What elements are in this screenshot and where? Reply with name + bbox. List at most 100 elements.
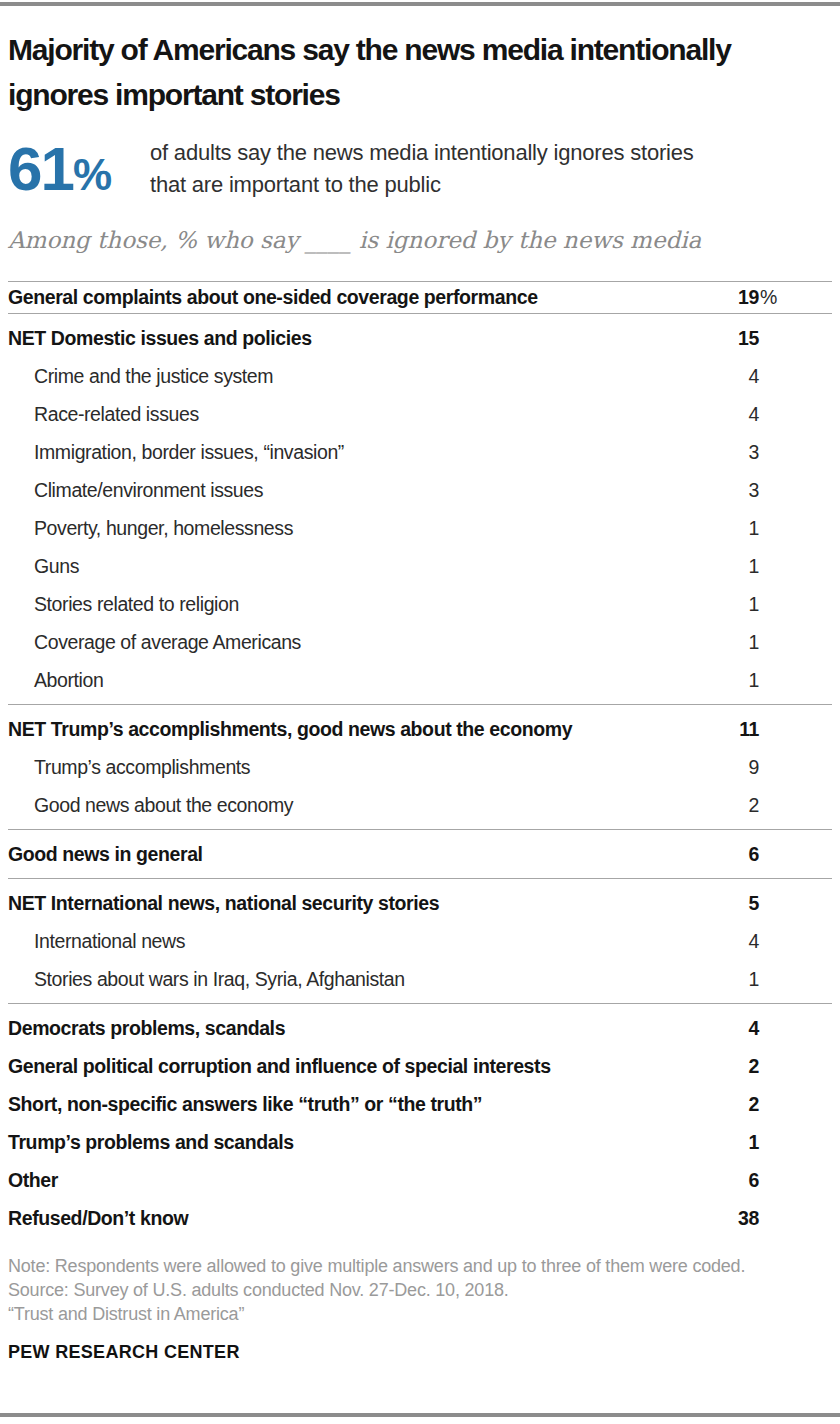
value-suffix (759, 930, 778, 953)
row-label: Guns (8, 555, 719, 578)
table-row: Abortion 1 (8, 661, 832, 699)
table-section-misc: Democrats problems, scandals 4 General p… (8, 1003, 832, 1242)
table-section-domestic: NET Domestic issues and policies 15 Crim… (8, 313, 832, 704)
row-value-cell: 1 (719, 631, 778, 654)
value-suffix (759, 327, 778, 350)
row-value: 38 (719, 1207, 759, 1230)
table-section-general-complaints: General complaints about one-sided cover… (8, 281, 832, 313)
stat-percent-sign: % (73, 150, 111, 199)
row-label: Other (8, 1169, 719, 1192)
table-row: Immigration, border issues, “invasion” 3 (8, 433, 832, 471)
table-row: Other 6 (8, 1161, 832, 1199)
value-suffix (759, 669, 778, 692)
value-suffix (759, 843, 778, 866)
row-label: Abortion (8, 669, 719, 692)
bottom-divider (0, 1413, 840, 1417)
stat-value: 61% (8, 138, 150, 200)
row-value-cell: 11 (719, 718, 778, 741)
row-label: General political corruption and influen… (8, 1055, 719, 1078)
row-value: 6 (719, 843, 759, 866)
chart-subtitle: Among those, % who say ____ is ignored b… (8, 225, 832, 255)
row-value-cell: 6 (719, 1169, 778, 1192)
row-value: 1 (719, 517, 759, 540)
footnote: Note: Respondents were allowed to give m… (8, 1254, 778, 1326)
row-value-cell: 5 (719, 892, 778, 915)
value-suffix (759, 1207, 778, 1230)
row-value: 1 (719, 555, 759, 578)
value-suffix (759, 479, 778, 502)
table-row: Poverty, hunger, homelessness 1 (8, 509, 832, 547)
row-label: NET Domestic issues and policies (8, 327, 719, 350)
value-suffix (759, 441, 778, 464)
top-divider (0, 2, 840, 6)
table-row: NET Trump’s accomplishments, good news a… (8, 710, 832, 748)
row-label: NET International news, national securit… (8, 892, 719, 915)
row-value-cell: 4 (719, 1017, 778, 1040)
note-text: Note: Respondents were allowed to give m… (8, 1254, 778, 1278)
table-row: NET Domestic issues and policies 15 (8, 319, 832, 357)
row-label: Good news about the economy (8, 794, 719, 817)
table-row: Refused/Don’t know 38 (8, 1199, 832, 1237)
row-value-cell: 15 (719, 327, 778, 350)
table-row: Stories related to religion 1 (8, 585, 832, 623)
percent-sign: % (759, 286, 778, 309)
row-label: Crime and the justice system (8, 365, 719, 388)
row-value: 19 (719, 286, 759, 309)
value-suffix (759, 756, 778, 779)
row-label: Trump’s problems and scandals (8, 1131, 719, 1154)
row-value: 4 (719, 403, 759, 426)
table-section-good-news: Good news in general 6 (8, 829, 832, 878)
row-value-cell: 1 (719, 1131, 778, 1154)
data-table: General complaints about one-sided cover… (8, 281, 832, 1242)
row-value-cell: 4 (719, 930, 778, 953)
row-value: 5 (719, 892, 759, 915)
row-label: General complaints about one-sided cover… (8, 286, 719, 309)
value-suffix (759, 1017, 778, 1040)
value-suffix (759, 968, 778, 991)
row-value-cell: 2 (719, 1093, 778, 1116)
headline-stat: 61% of adults say the news media intenti… (8, 137, 832, 201)
row-value: 9 (719, 756, 759, 779)
row-value-cell: 1 (719, 593, 778, 616)
row-label: Poverty, hunger, homelessness (8, 517, 719, 540)
row-value: 6 (719, 1169, 759, 1192)
row-value-cell: 9 (719, 756, 778, 779)
table-row: General political corruption and influen… (8, 1047, 832, 1085)
row-value-cell: 3 (719, 479, 778, 502)
table-row: Trump’s problems and scandals 1 (8, 1123, 832, 1161)
row-value: 1 (719, 968, 759, 991)
row-value-cell: 4 (719, 365, 778, 388)
pew-research-center-wordmark: PEW RESEARCH CENTER (8, 1342, 832, 1363)
row-value: 3 (719, 479, 759, 502)
source-text: Source: Survey of U.S. adults conducted … (8, 1278, 778, 1302)
value-suffix (759, 403, 778, 426)
row-label: Coverage of average Americans (8, 631, 719, 654)
row-value: 4 (719, 365, 759, 388)
row-value: 2 (719, 794, 759, 817)
table-row: Stories about wars in Iraq, Syria, Afgha… (8, 960, 832, 998)
row-value: 3 (719, 441, 759, 464)
table-row: General complaints about one-sided cover… (8, 284, 832, 311)
table-row: NET International news, national securit… (8, 884, 832, 922)
table-row: Race-related issues 4 (8, 395, 832, 433)
row-value: 2 (719, 1093, 759, 1116)
value-suffix (759, 892, 778, 915)
value-suffix (759, 555, 778, 578)
table-row: Coverage of average Americans 1 (8, 623, 832, 661)
value-suffix (759, 593, 778, 616)
report-title: “Trust and Distrust in America” (8, 1302, 778, 1326)
row-value: 1 (719, 631, 759, 654)
page-title: Majority of Americans say the news media… (8, 0, 832, 117)
row-label: Stories about wars in Iraq, Syria, Afgha… (8, 968, 719, 991)
table-row: Climate/environment issues 3 (8, 471, 832, 509)
row-label: NET Trump’s accomplishments, good news a… (8, 718, 719, 741)
row-value-cell: 1 (719, 555, 778, 578)
value-suffix (759, 794, 778, 817)
row-label: Immigration, border issues, “invasion” (8, 441, 719, 464)
stat-description: of adults say the news media intentional… (150, 137, 725, 201)
row-value-cell: 3 (719, 441, 778, 464)
row-value-cell: 2 (719, 1055, 778, 1078)
row-label: Race-related issues (8, 403, 719, 426)
table-row: Trump’s accomplishments 9 (8, 748, 832, 786)
row-value: 1 (719, 1131, 759, 1154)
